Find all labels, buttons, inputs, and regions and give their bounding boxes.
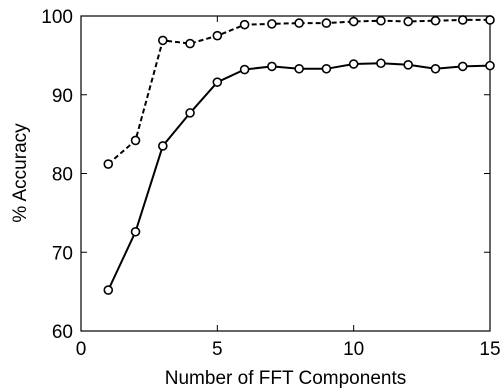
data-point bbox=[103, 159, 114, 169]
series-line-solid bbox=[107, 62, 491, 291]
y-tick-label: 80 bbox=[52, 165, 73, 186]
data-point bbox=[294, 18, 304, 28]
data-point bbox=[267, 19, 277, 29]
series-solid bbox=[103, 58, 495, 295]
x-tick-label: 0 bbox=[76, 339, 87, 360]
data-point bbox=[158, 35, 168, 46]
axis-ticks: 0 5 10 15 60 70 80 90 100 bbox=[41, 7, 500, 360]
data-point bbox=[294, 63, 304, 74]
y-axis-title: % Accuracy bbox=[10, 123, 31, 223]
series-line-dashed bbox=[107, 18, 490, 165]
x-axis-title: Number of FFT Components bbox=[165, 368, 406, 389]
x-tick-label: 5 bbox=[212, 339, 223, 360]
data-point bbox=[348, 16, 359, 27]
plot-frame bbox=[80, 15, 491, 332]
data-point bbox=[403, 16, 414, 27]
data-point bbox=[212, 77, 223, 87]
data-point bbox=[321, 18, 332, 28]
x-tick-label: 15 bbox=[479, 339, 500, 360]
y-tick-label: 90 bbox=[52, 86, 73, 107]
data-point bbox=[485, 60, 495, 71]
data-point bbox=[267, 61, 277, 72]
x-tick-label: 10 bbox=[343, 339, 364, 360]
data-point bbox=[103, 285, 114, 295]
data-point bbox=[348, 59, 359, 69]
series-dashed bbox=[103, 15, 495, 169]
data-point bbox=[485, 15, 495, 25]
data-point bbox=[239, 64, 250, 75]
data-point bbox=[430, 63, 441, 74]
data-point bbox=[457, 61, 468, 72]
data-point bbox=[376, 58, 386, 69]
data-point bbox=[376, 15, 386, 26]
data-point bbox=[185, 38, 195, 49]
data-point bbox=[158, 141, 168, 151]
y-tick-label: 100 bbox=[41, 7, 73, 28]
series-layer bbox=[103, 15, 495, 295]
data-point bbox=[185, 108, 195, 118]
data-point bbox=[403, 60, 414, 70]
data-point bbox=[239, 19, 250, 30]
data-point bbox=[212, 30, 223, 41]
data-point bbox=[130, 135, 141, 146]
data-point bbox=[321, 63, 332, 74]
data-point bbox=[457, 15, 468, 25]
data-point bbox=[430, 15, 441, 26]
y-tick-label: 70 bbox=[52, 243, 73, 264]
data-point bbox=[130, 226, 141, 237]
y-tick-label: 60 bbox=[52, 322, 73, 343]
